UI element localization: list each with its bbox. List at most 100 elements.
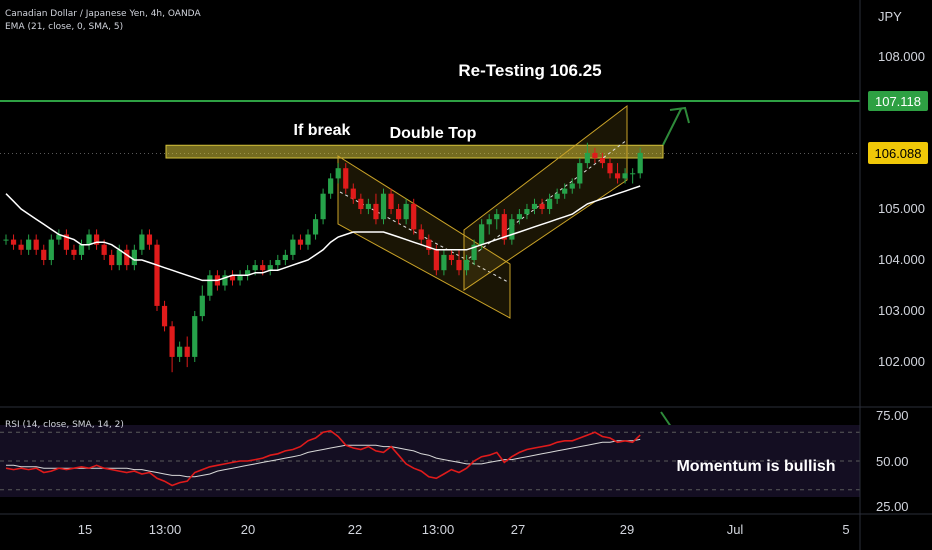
time-tick-5: 5 <box>842 522 849 537</box>
down-candle <box>71 249 77 255</box>
up-candle <box>380 193 387 220</box>
up-candle <box>554 193 560 199</box>
up-candle <box>562 188 568 194</box>
momentum-annotation: Momentum is bullish <box>676 458 835 475</box>
time-tick-29: 29 <box>620 522 634 537</box>
down-candle <box>426 239 432 250</box>
down-candle <box>169 326 175 357</box>
up-candle <box>116 249 122 266</box>
price-axis-unit: JPY <box>878 9 902 24</box>
up-candle <box>131 249 137 266</box>
down-candle <box>592 152 598 158</box>
up-candle <box>494 214 500 220</box>
ema-line <box>5 185 641 282</box>
rsi-ma-line <box>6 438 641 478</box>
down-candle <box>154 244 160 306</box>
rsi-legend[interactable]: RSI (14, close, SMA, 14, 2) <box>5 420 124 430</box>
up-candle <box>252 265 258 271</box>
down-candle <box>418 229 424 240</box>
up-candle <box>479 224 485 245</box>
resistance-zone <box>165 144 664 159</box>
up-candle <box>403 203 409 220</box>
rsi-line <box>5 429 641 487</box>
rsi-tick-25: 25.00 <box>876 499 909 514</box>
up-candle <box>328 178 334 194</box>
resistance-price-label: 107.118 <box>875 94 921 109</box>
up-candle <box>177 346 183 357</box>
up-candle <box>584 152 590 164</box>
time-tick-1300-b: 13:00 <box>422 522 455 537</box>
up-candle <box>471 244 477 260</box>
down-candle <box>10 239 17 245</box>
rising-channel-midline <box>463 139 628 263</box>
up-candle <box>637 152 643 174</box>
down-candle <box>599 158 606 164</box>
price-tick-102: 102.000 <box>878 354 925 369</box>
up-candle <box>290 239 296 255</box>
rsi-tick-50: 50.00 <box>876 454 909 469</box>
down-candle <box>343 168 349 189</box>
projection-arrows <box>660 106 691 443</box>
ema-legend[interactable]: EMA (21, close, 0, SMA, 5) <box>5 22 124 32</box>
up-candle <box>275 260 281 266</box>
down-candle <box>260 265 266 271</box>
down-candle <box>229 275 236 281</box>
up-candle <box>569 183 575 189</box>
up-candle <box>335 168 341 179</box>
down-candle <box>41 249 47 260</box>
time-tick-15: 15 <box>78 522 92 537</box>
up-candle <box>199 295 205 317</box>
down-candle <box>33 239 39 250</box>
rsi-band <box>0 425 860 497</box>
up-candle <box>516 214 522 220</box>
instrument-title[interactable]: Canadian Dollar / Japanese Yen, 4h, OAND… <box>5 9 201 19</box>
up-candle <box>282 254 288 260</box>
down-candle <box>607 163 613 174</box>
down-candle <box>350 188 356 199</box>
down-candle <box>388 193 394 209</box>
down-candle <box>539 203 545 209</box>
price-tick-103: 103.000 <box>878 303 925 318</box>
up-candle <box>86 234 92 245</box>
down-candle <box>614 173 621 179</box>
up-candle <box>267 265 273 271</box>
up-candle <box>139 234 145 250</box>
up-candle <box>622 173 628 179</box>
price-up-arrow-head <box>669 106 690 124</box>
price-tick-104: 104.000 <box>878 252 925 267</box>
down-candle <box>184 346 190 357</box>
up-candle <box>630 173 636 175</box>
up-candle <box>320 193 326 220</box>
up-candle <box>547 198 553 209</box>
up-candle <box>78 244 85 255</box>
double-top-zone <box>165 144 664 159</box>
down-candle <box>456 260 462 271</box>
up-candle <box>48 239 54 260</box>
down-candle <box>146 234 153 245</box>
up-candle <box>524 209 530 215</box>
down-candle <box>396 209 402 220</box>
up-candle <box>207 275 213 296</box>
up-candle <box>56 234 62 240</box>
up-candle <box>237 275 243 281</box>
down-candle <box>94 234 100 245</box>
if-break-annotation: If break <box>294 122 351 139</box>
down-candle <box>124 249 130 266</box>
down-candle <box>109 254 115 266</box>
up-candle <box>192 316 198 357</box>
resistance-price-tag <box>868 91 928 111</box>
up-candle <box>531 203 538 209</box>
time-tick-20: 20 <box>241 522 255 537</box>
up-candle <box>245 270 251 276</box>
down-candle <box>433 249 439 271</box>
rsi-tick-75: 75.00 <box>876 408 909 423</box>
down-candle <box>101 244 107 255</box>
down-candle <box>411 203 417 230</box>
down-candle <box>161 305 168 327</box>
down-candle <box>18 244 24 250</box>
down-candle <box>297 239 304 245</box>
down-candle <box>373 203 379 220</box>
down-candle <box>448 254 455 260</box>
double-top-annotation: Double Top <box>390 125 477 142</box>
